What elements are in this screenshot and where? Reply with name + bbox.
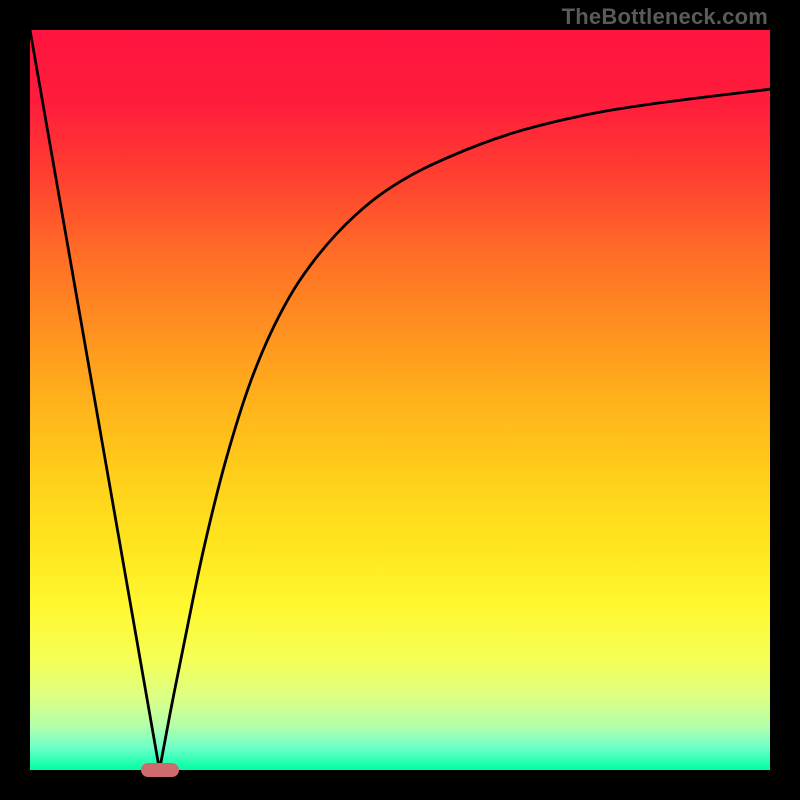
watermark-text: TheBottleneck.com	[562, 4, 768, 30]
plot-area	[30, 30, 770, 770]
chart-outer-frame: TheBottleneck.com	[0, 0, 800, 800]
bottleneck-curve	[30, 30, 770, 770]
optimal-marker-pill	[141, 763, 179, 777]
